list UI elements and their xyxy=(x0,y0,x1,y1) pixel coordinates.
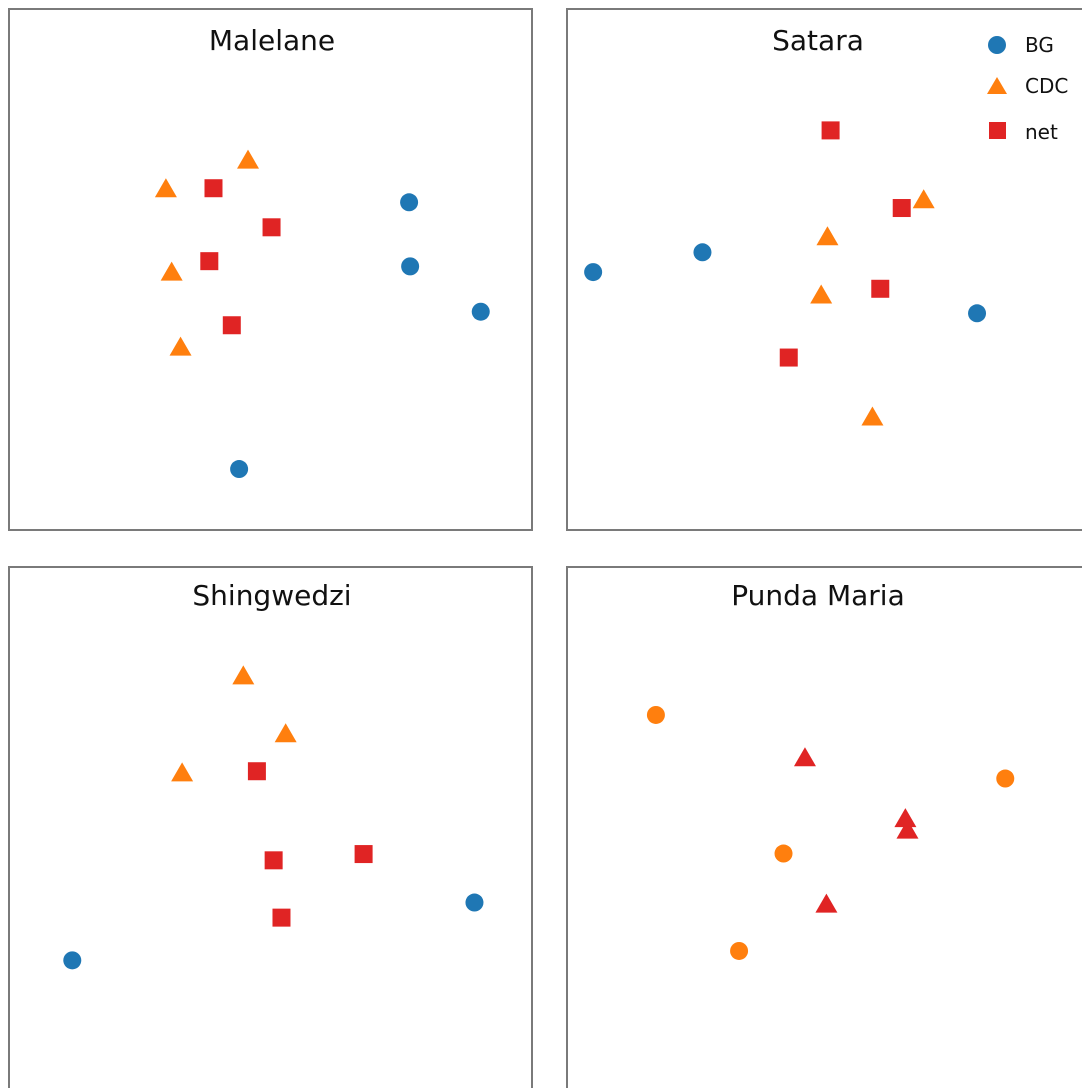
data-point-triangle xyxy=(816,226,839,246)
panel-frame xyxy=(8,8,533,531)
data-point-square xyxy=(821,121,840,140)
data-point-triangle xyxy=(154,178,177,198)
legend-label: BG xyxy=(1025,33,1054,57)
data-point-square xyxy=(200,252,219,271)
panel-title: Malelane xyxy=(209,24,335,57)
data-point-square xyxy=(272,908,291,927)
scatter-marks xyxy=(646,705,1015,960)
data-point-circle xyxy=(465,893,484,912)
data-point-triangle xyxy=(894,808,917,828)
data-point-triangle xyxy=(896,819,919,839)
legend-entry-cdc: CDC xyxy=(987,74,1068,98)
legend-marker-square xyxy=(989,122,1006,139)
data-point-circle xyxy=(230,460,249,479)
data-point-square xyxy=(354,845,373,864)
data-point-square xyxy=(264,851,283,870)
legend-label: CDC xyxy=(1025,74,1068,98)
data-point-square xyxy=(204,179,223,198)
data-point-square xyxy=(779,348,798,367)
data-point-triangle xyxy=(912,189,935,209)
data-point-triangle xyxy=(232,665,255,685)
data-point-square xyxy=(871,279,890,298)
panel-title: Punda Maria xyxy=(731,579,904,612)
data-point-circle xyxy=(401,257,420,276)
scatter-marks xyxy=(584,121,987,426)
panel-frame xyxy=(566,566,1082,1088)
panel-malelane: Malelane xyxy=(8,8,533,531)
panel-shingwedzi: Shingwedzi xyxy=(8,566,533,1088)
panel-frame xyxy=(566,8,1082,531)
panel-title: Satara xyxy=(772,24,864,57)
data-point-circle xyxy=(968,304,987,323)
data-point-circle xyxy=(774,844,793,863)
data-point-triangle xyxy=(793,747,816,767)
legend-marker-circle xyxy=(988,36,1006,54)
data-point-square xyxy=(222,316,241,335)
data-point-circle xyxy=(584,263,603,282)
data-point-circle xyxy=(996,769,1015,788)
data-point-circle xyxy=(693,243,712,262)
legend-entry-bg: BG xyxy=(988,33,1054,57)
panel-satara: Satara BG CDC net xyxy=(566,8,1082,531)
scatter-marks xyxy=(154,149,490,479)
scatter-marks xyxy=(63,665,484,970)
data-point-circle xyxy=(730,941,749,960)
data-point-square xyxy=(247,762,266,781)
panel-punda-maria: Punda Maria xyxy=(566,566,1082,1088)
panel-title: Shingwedzi xyxy=(192,579,351,612)
data-point-triangle xyxy=(815,893,838,913)
legend: BG CDC net xyxy=(987,33,1068,144)
legend-entry-net: net xyxy=(989,120,1058,144)
data-point-circle xyxy=(471,302,490,321)
data-point-triangle xyxy=(160,261,183,281)
data-point-circle xyxy=(63,951,82,970)
data-point-circle xyxy=(646,705,665,724)
data-point-circle xyxy=(400,193,419,212)
data-point-triangle xyxy=(169,336,192,356)
data-point-square xyxy=(262,218,281,237)
data-point-triangle xyxy=(237,149,260,169)
data-point-triangle xyxy=(171,762,194,782)
data-point-triangle xyxy=(861,406,884,426)
data-point-triangle xyxy=(274,723,297,743)
legend-marker-triangle xyxy=(987,77,1007,94)
legend-label: net xyxy=(1025,120,1058,144)
data-point-square xyxy=(892,199,911,218)
data-point-triangle xyxy=(810,284,833,304)
panel-frame xyxy=(8,566,533,1088)
